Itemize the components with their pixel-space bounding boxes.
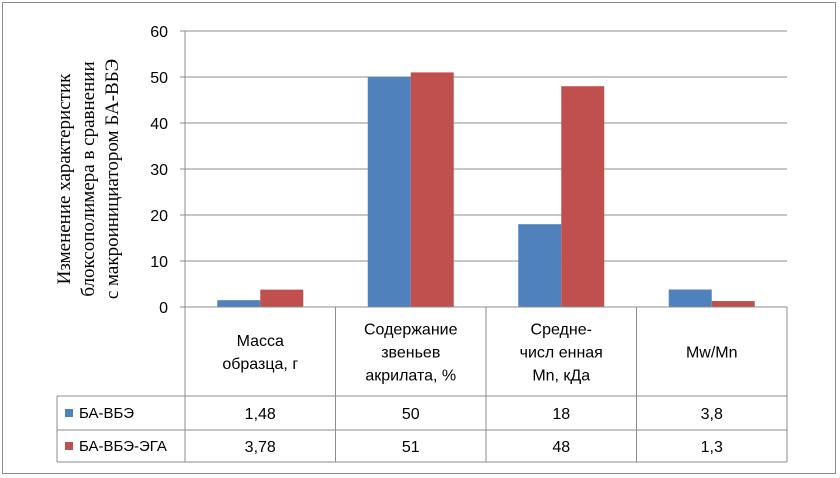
category-label: Mn, кДа xyxy=(532,368,590,385)
y-tick-label: 20 xyxy=(150,208,168,225)
y-tick-label: 60 xyxy=(150,24,168,41)
legend-swatch xyxy=(65,442,73,450)
y-tick-label: 0 xyxy=(159,300,168,317)
y-tick-label: 30 xyxy=(150,162,168,179)
bar-series2 xyxy=(561,86,605,307)
category-label: акрилата, % xyxy=(365,368,456,385)
category-label: Mw/Mn xyxy=(686,345,738,362)
y-tick-label: 10 xyxy=(150,254,168,271)
category-label: звеньев xyxy=(381,345,440,362)
data-label: 51 xyxy=(402,439,420,456)
data-label: 3,78 xyxy=(245,439,276,456)
category-label: образца, г xyxy=(222,356,298,373)
y-axis-label: Изменение характеристик xyxy=(54,73,75,284)
category-label: Масса xyxy=(237,333,284,350)
category-label: числ енная xyxy=(520,345,603,362)
legend-entry: БА-ВБЭ xyxy=(79,405,134,422)
bar-series1 xyxy=(367,77,411,307)
bar-series1 xyxy=(668,289,712,307)
y-tick-label: 40 xyxy=(150,116,168,133)
data-label: 3,8 xyxy=(701,406,723,423)
legend-swatch xyxy=(65,409,73,417)
y-axis-label: блоксополимера в сравнении xyxy=(78,61,99,296)
data-label: 1,48 xyxy=(245,406,276,423)
legend-entry: БА-ВБЭ-ЭГА xyxy=(79,438,167,455)
category-label: Средне- xyxy=(531,322,592,339)
bar-series2 xyxy=(711,301,755,307)
data-label: 1,3 xyxy=(701,439,723,456)
category-label: Содержание xyxy=(364,322,458,339)
data-label: 50 xyxy=(402,406,420,423)
data-label: 18 xyxy=(552,406,570,423)
y-tick-label: 50 xyxy=(150,70,168,87)
bar-series2 xyxy=(410,72,454,308)
bar-series1 xyxy=(217,300,261,307)
bar-series1 xyxy=(518,224,562,307)
y-axis-label: с макроинициатором БА-ВБЭ xyxy=(102,59,123,299)
data-label: 48 xyxy=(552,439,570,456)
bar-series2 xyxy=(260,289,304,307)
